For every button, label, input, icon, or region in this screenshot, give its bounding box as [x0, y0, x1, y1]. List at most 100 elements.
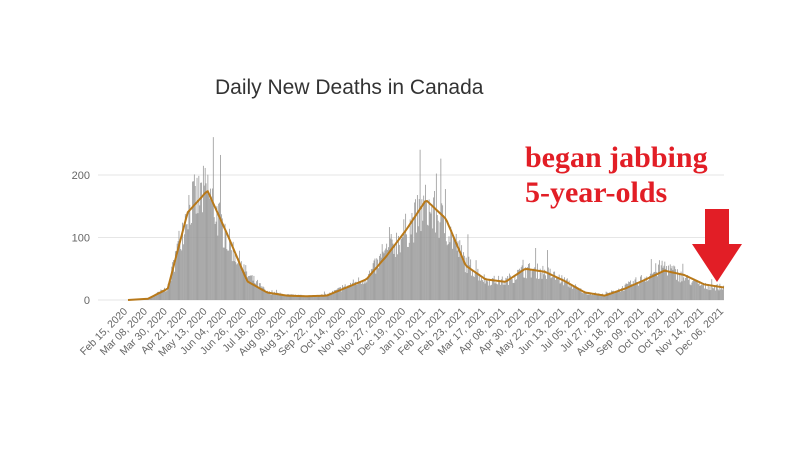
down-arrow-icon	[692, 209, 742, 282]
bar	[511, 279, 513, 300]
bar	[319, 296, 321, 300]
bar	[594, 292, 596, 300]
bar	[398, 235, 399, 300]
bar	[478, 280, 480, 300]
bar	[226, 249, 228, 300]
bar	[392, 243, 394, 300]
bar	[440, 158, 442, 300]
bar	[677, 281, 679, 300]
bar	[200, 182, 202, 300]
bar	[705, 282, 706, 300]
bar	[151, 296, 153, 300]
bar	[518, 269, 519, 300]
bar	[448, 236, 450, 300]
bar	[273, 294, 275, 300]
bar	[661, 260, 663, 300]
bar	[205, 183, 207, 300]
bar	[415, 199, 416, 300]
bar	[347, 285, 349, 300]
bar	[700, 285, 702, 300]
bar	[723, 285, 724, 300]
bar	[579, 289, 581, 300]
bar	[709, 286, 711, 300]
bar	[514, 275, 516, 300]
bar	[676, 279, 677, 300]
bar	[500, 284, 501, 300]
bar	[679, 282, 681, 300]
bar	[266, 291, 267, 300]
bar	[530, 277, 532, 300]
bar	[221, 214, 222, 300]
bar	[664, 261, 666, 300]
bar	[221, 218, 223, 300]
bar	[505, 277, 507, 300]
bar	[321, 294, 323, 300]
bar	[460, 251, 462, 300]
bar	[602, 296, 604, 300]
bar	[551, 277, 553, 300]
bar	[447, 244, 449, 300]
bar	[234, 253, 236, 300]
bar	[482, 281, 484, 300]
bar	[364, 283, 366, 300]
bar	[184, 214, 186, 300]
bar	[631, 286, 633, 300]
bar	[477, 268, 479, 300]
bar	[362, 284, 364, 300]
bar	[656, 272, 658, 300]
annotation-arrow	[692, 209, 742, 282]
bar	[645, 281, 647, 300]
bar	[721, 286, 723, 300]
bar	[458, 257, 460, 300]
bar	[316, 296, 318, 300]
bar	[532, 270, 534, 300]
bar	[516, 279, 518, 300]
bar	[303, 296, 304, 300]
bar	[549, 268, 551, 300]
bar	[565, 279, 567, 300]
bar	[280, 293, 282, 300]
bar	[230, 240, 231, 300]
bar	[429, 211, 431, 300]
bar	[274, 291, 276, 300]
bar	[430, 213, 432, 300]
bar	[615, 292, 617, 300]
bar	[678, 274, 680, 300]
bar	[486, 280, 488, 300]
bar	[610, 293, 612, 300]
bar	[616, 291, 618, 300]
bar	[186, 224, 188, 300]
bar	[510, 279, 512, 300]
bar	[370, 269, 372, 300]
bar	[457, 241, 459, 300]
bar	[522, 259, 524, 300]
bar	[227, 250, 229, 300]
bar	[453, 238, 455, 300]
bar	[590, 292, 592, 300]
bar	[669, 264, 671, 300]
bar	[527, 267, 528, 300]
bar	[240, 261, 242, 300]
bar	[662, 267, 664, 300]
bar	[193, 174, 195, 300]
bar	[490, 285, 491, 300]
bar	[567, 286, 569, 300]
bar	[722, 289, 723, 300]
bar	[357, 283, 359, 300]
bar	[636, 282, 638, 300]
annotation-line-2: 5-year-olds	[525, 176, 668, 209]
bar	[583, 293, 584, 300]
bar	[279, 292, 281, 300]
bar	[404, 234, 406, 300]
bar	[211, 196, 212, 300]
bar	[351, 286, 352, 300]
bar	[513, 282, 515, 300]
bar	[153, 295, 155, 300]
bar	[239, 264, 241, 300]
bar	[704, 288, 705, 300]
bar	[437, 220, 439, 300]
bar	[436, 215, 438, 300]
bar	[445, 241, 447, 300]
bar	[585, 292, 587, 300]
bar	[188, 195, 190, 300]
